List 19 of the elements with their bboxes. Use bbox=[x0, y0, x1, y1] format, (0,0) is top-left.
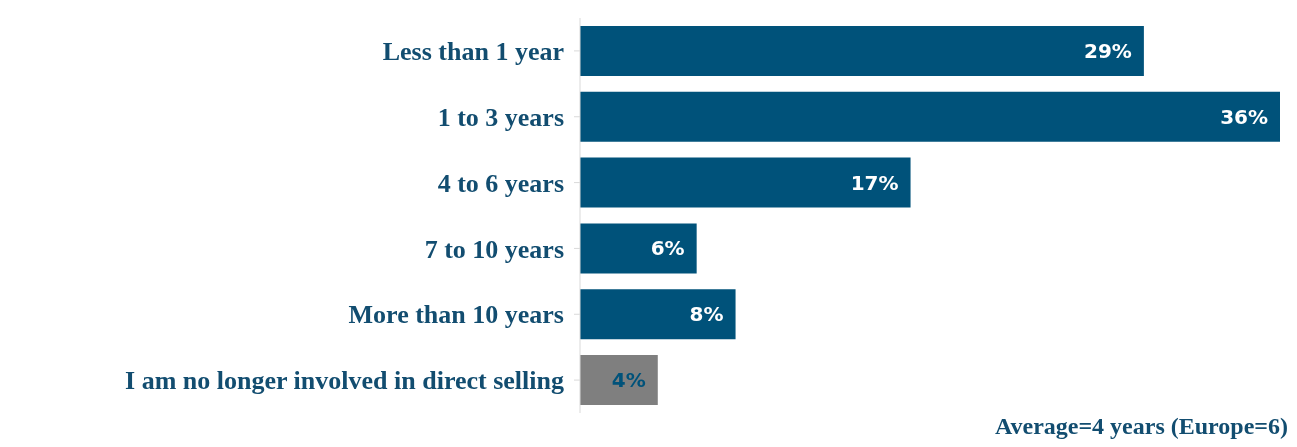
y-tick-label: More than 10 years bbox=[348, 300, 564, 330]
y-tick-label: I am no longer involved in direct selling bbox=[125, 366, 564, 396]
annotation: Average=4 years (Europe=6) bbox=[993, 413, 1288, 440]
data-label: 17% bbox=[850, 170, 899, 195]
y-tick-label: 1 to 3 years bbox=[437, 102, 564, 132]
data-label: 29% bbox=[1084, 38, 1132, 63]
bar bbox=[580, 157, 911, 208]
bar bbox=[580, 355, 658, 406]
y-tick-label: 7 to 10 years bbox=[424, 234, 564, 264]
y-tick-label: Less than 1 year bbox=[382, 37, 564, 67]
bar bbox=[580, 91, 1280, 142]
bar bbox=[580, 289, 736, 340]
data-label: 36% bbox=[1220, 104, 1268, 129]
data-label: 6% bbox=[650, 236, 685, 261]
data-label: 8% bbox=[689, 302, 724, 327]
bar bbox=[580, 25, 1144, 76]
y-tick-label: 4 to 6 years bbox=[437, 168, 564, 198]
bar bbox=[580, 223, 697, 274]
data-label: 4% bbox=[611, 368, 646, 393]
